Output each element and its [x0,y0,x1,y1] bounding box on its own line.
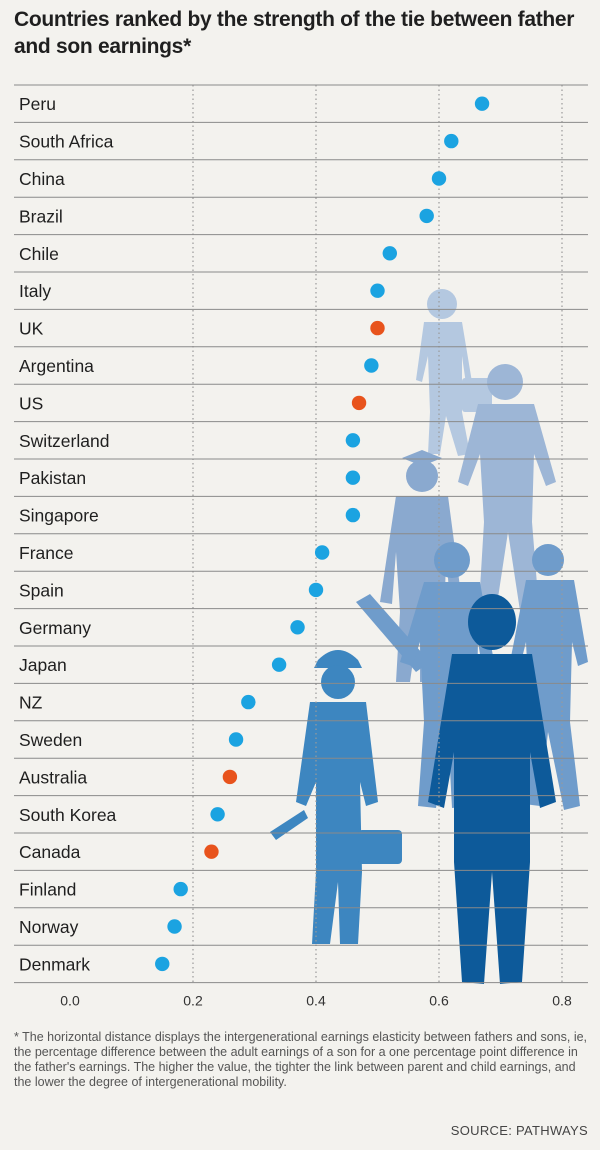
country-label: Spain [19,580,64,600]
country-label: UK [19,319,44,339]
row-separators [14,84,588,984]
country-label: Argentina [19,356,94,376]
data-point [204,844,219,859]
data-point [345,507,361,523]
silhouette-worker-hardhat [270,650,402,944]
country-label: Italy [19,281,51,301]
footnote: * The horizontal distance displays the i… [14,1030,588,1089]
country-label: Peru [19,94,56,114]
data-points [155,96,490,972]
country-label: Singapore [19,506,99,526]
country-label: France [19,543,73,563]
data-point [210,807,225,822]
country-label: Canada [19,842,81,862]
data-point [345,433,361,448]
data-point [173,881,188,897]
country-label: Denmark [19,954,90,974]
country-label: Sweden [19,730,82,750]
country-label: Australia [19,767,87,787]
country-label: Brazil [19,206,63,226]
country-label: NZ [19,693,43,713]
people-silhouettes-illustration [270,289,588,984]
silhouette-businessman [428,594,556,984]
data-point [155,956,170,972]
country-label: Finland [19,880,76,900]
x-tick-label: 0.4 [306,993,326,1009]
data-point [271,657,287,672]
country-label: South Korea [19,805,117,825]
data-point [382,246,397,261]
data-point [345,470,361,485]
country-label: US [19,393,43,413]
x-tick-label: 0.2 [183,993,203,1009]
country-label: Chile [19,244,59,264]
x-tick-label: 0.0 [60,993,80,1009]
source-credit: SOURCE: PATHWAYS [450,1123,588,1138]
data-point [241,694,256,710]
country-label: Norway [19,917,79,937]
data-point [308,582,324,598]
chart-title: Countries ranked by the strength of the … [14,8,575,58]
data-point [228,732,244,747]
data-point [431,171,447,186]
country-label: South Africa [19,132,114,152]
data-point [444,133,459,149]
data-point [290,620,305,635]
data-point [167,919,182,934]
data-point [222,769,238,785]
country-label: Switzerland [19,431,109,451]
x-tick-label: 0.8 [552,993,572,1009]
x-tick-label: 0.6 [429,993,449,1009]
data-point [314,545,330,560]
silhouette-walking-man-briefcase [416,289,492,456]
data-point [370,320,385,336]
data-point [351,395,367,411]
data-point [364,358,379,373]
chart-area: Peru South Africa China Brazil Chile Italy UK A… [14,84,588,1009]
data-point [370,283,385,298]
data-point [419,208,434,224]
country-label: Japan [19,655,67,675]
x-axis-ticks: 0.0 0.2 0.4 0.6 0.8 [60,993,572,1009]
country-label: Pakistan [19,468,86,488]
country-labels: Peru South Africa China Brazil Chile Italy UK A… [19,94,117,974]
data-point [474,96,490,111]
country-label: Germany [19,618,91,638]
country-label: China [19,169,65,189]
